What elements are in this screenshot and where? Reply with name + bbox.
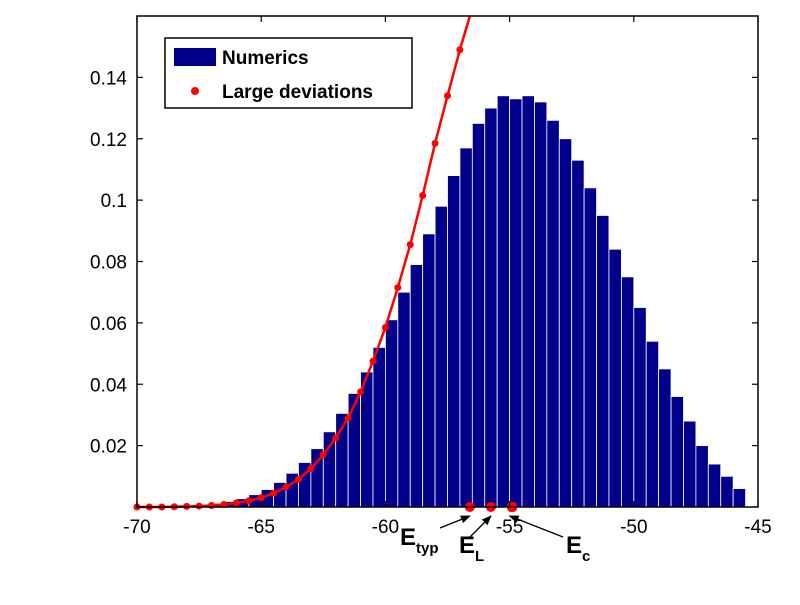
large-deviation-point xyxy=(257,494,265,502)
histogram-bar xyxy=(496,95,510,508)
large-deviation-point xyxy=(270,489,278,497)
histogram-bar xyxy=(534,101,548,508)
large-deviation-point xyxy=(406,241,414,249)
large-deviation-point xyxy=(282,483,290,491)
y-tick-label: 0.04 xyxy=(90,375,127,396)
histogram-bar xyxy=(633,307,647,508)
large-deviation-point xyxy=(357,388,365,396)
histogram-bar xyxy=(409,264,424,508)
histogram-bar xyxy=(484,107,498,508)
annotation-label-el: EL xyxy=(459,532,484,565)
large-deviation-point xyxy=(344,414,352,422)
legend: Numerics Large deviations xyxy=(164,37,413,109)
annotations: Etyp EL Ec xyxy=(400,515,590,565)
y-tick-label: 0.1 xyxy=(101,191,127,212)
large-deviation-point xyxy=(332,434,340,442)
large-deviation-line xyxy=(137,15,472,509)
x-tick-label: -60 xyxy=(372,517,399,538)
y-tick-label: 0.08 xyxy=(90,253,127,274)
histogram-bar xyxy=(558,138,573,508)
annotation-arrow-etyp xyxy=(439,515,471,529)
histogram-bar xyxy=(347,393,361,508)
large-deviation-point xyxy=(394,284,402,292)
axis-ticks: -70 -65 -60 -55 -50 -450.020.040.060.080.10.1… xyxy=(90,16,772,538)
histogram-bar xyxy=(683,420,697,508)
x-tick-label: -65 xyxy=(247,517,274,538)
legend-swatch-numerics xyxy=(174,48,216,66)
x-tick-label: -70 xyxy=(123,517,150,538)
large-deviation-point xyxy=(232,499,240,507)
large-deviation-point xyxy=(444,92,451,100)
legend-label-numerics: Numerics xyxy=(222,48,309,69)
histogram-bar xyxy=(720,475,734,508)
legend-label-large-deviations: Large deviations xyxy=(222,82,373,103)
histogram-bar xyxy=(471,123,486,508)
large-deviation-point xyxy=(419,192,427,200)
histogram-bar xyxy=(620,276,635,508)
histogram-bar xyxy=(658,368,672,508)
histogram-bar xyxy=(583,187,597,508)
large-deviation-point xyxy=(307,465,315,473)
histogram-bar xyxy=(447,175,461,508)
histogram-bar xyxy=(596,215,610,508)
large-deviation-point xyxy=(195,502,203,510)
histogram-bar xyxy=(397,291,411,508)
histogram-bar xyxy=(372,347,386,508)
histogram-bar xyxy=(459,147,473,508)
histogram-bar xyxy=(670,396,684,508)
large-deviation-point xyxy=(208,501,216,509)
annotation-label-ec: Ec xyxy=(566,532,590,565)
large-deviation-point xyxy=(319,451,327,459)
y-tick-label: 0.02 xyxy=(90,437,127,458)
legend-marker-large-deviations xyxy=(191,87,199,95)
histogram-bar xyxy=(509,98,523,508)
annotation-arrow-el xyxy=(469,515,492,538)
annotation-arrow-ec xyxy=(508,515,564,538)
histogram-bar xyxy=(732,488,746,508)
histogram-bar xyxy=(707,463,722,508)
histogram-bar xyxy=(571,159,585,508)
histogram-bar xyxy=(322,431,337,508)
annotation-label-etyp: Etyp xyxy=(400,524,439,557)
x-tick-label: -45 xyxy=(744,517,771,538)
large-deviation-point xyxy=(456,46,464,54)
histogram-bar xyxy=(422,233,436,508)
large-deviation-point xyxy=(245,497,253,505)
x-tick-label: -50 xyxy=(620,517,647,538)
y-tick-label: 0.14 xyxy=(90,68,127,89)
large-deviation-point xyxy=(294,475,302,483)
histogram-bar xyxy=(521,95,535,508)
histogram-bar xyxy=(546,119,560,508)
large-deviation-point xyxy=(381,323,389,331)
y-tick-label: 0.12 xyxy=(90,130,127,151)
histogram-bar xyxy=(384,319,399,508)
large-deviation-point xyxy=(431,139,439,147)
large-deviation-point xyxy=(369,357,377,365)
histogram-bar xyxy=(608,248,622,508)
histogram-bar xyxy=(695,445,709,508)
histogram-bar xyxy=(645,340,660,508)
histogram-bar xyxy=(434,205,448,508)
y-tick-label: 0.06 xyxy=(90,314,127,335)
